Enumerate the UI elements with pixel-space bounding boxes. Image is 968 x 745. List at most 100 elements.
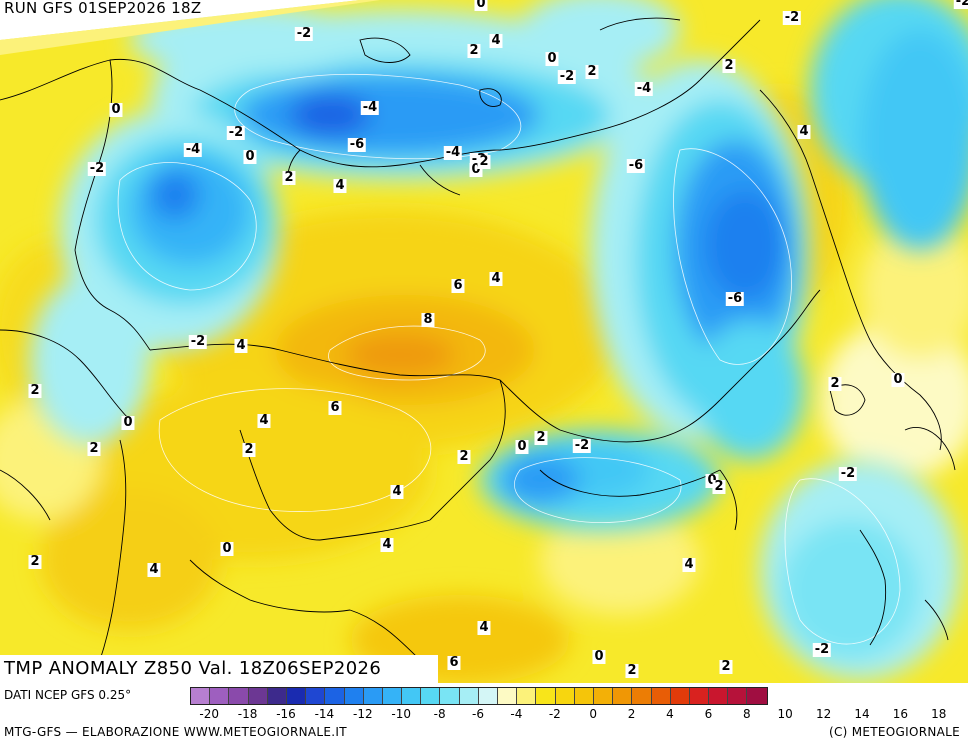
legend-swatch <box>363 688 383 704</box>
legend-swatch <box>306 688 326 704</box>
legend-tick-label: -10 <box>391 707 411 721</box>
legend-tick-label: 16 <box>892 707 909 721</box>
legend-swatch <box>478 688 498 704</box>
data-source: DATI NCEP GFS 0.25° <box>4 688 132 702</box>
contour-label: 2 <box>282 170 296 185</box>
contour-label: -4 <box>360 100 380 115</box>
legend-tick-label: 10 <box>777 707 793 721</box>
legend-tick-label: 6 <box>704 707 713 721</box>
field-title: TMP ANOMALY Z850 Val. 18Z06SEP2026 <box>0 655 438 683</box>
contour-label: 6 <box>451 278 465 293</box>
contour-label: 4 <box>682 557 696 572</box>
legend-swatch <box>267 688 287 704</box>
legend-swatch <box>593 688 614 704</box>
contour-label: -6 <box>725 291 745 306</box>
legend-swatch <box>286 688 307 704</box>
legend-swatch <box>574 688 594 704</box>
legend-swatch <box>421 688 441 704</box>
contour-label: 6 <box>328 400 342 415</box>
contour-label: 4 <box>797 124 811 139</box>
legend-tick-label: -6 <box>472 707 484 721</box>
contour-label: -4 <box>183 142 203 157</box>
contour-label: 2 <box>534 430 548 445</box>
legend-swatch <box>747 688 767 704</box>
legend-swatch <box>670 688 690 704</box>
contour-label: 2 <box>712 479 726 494</box>
legend-swatch <box>728 688 748 704</box>
contour-label: 4 <box>380 537 394 552</box>
contour-label: -2 <box>557 69 577 84</box>
contour-label: 2 <box>28 554 42 569</box>
legend-swatch <box>191 688 211 704</box>
contour-label: -2 <box>226 125 246 140</box>
credit-right: (C) METEOGIORNALE <box>828 725 960 739</box>
contour-label: 0 <box>592 649 606 664</box>
legend-tick-label: 12 <box>815 707 832 721</box>
contour-label: 2 <box>585 64 599 79</box>
contour-label: -2 <box>782 10 802 25</box>
contour-label: -2 <box>87 161 107 176</box>
contour-label: 4 <box>257 413 271 428</box>
legend-swatch <box>536 688 556 704</box>
contour-label: 0 <box>109 102 123 117</box>
contour-label: -2 <box>838 466 858 481</box>
contour-label: -2 <box>294 26 314 41</box>
contour-label: 2 <box>87 441 101 456</box>
legend-swatch <box>440 688 460 704</box>
legend-tick-label: -20 <box>199 707 219 721</box>
map-field <box>0 0 968 683</box>
legend-tick-label: 2 <box>627 707 636 721</box>
contour-label: 4 <box>390 484 404 499</box>
contour-label: 4 <box>234 338 248 353</box>
legend-swatch <box>555 688 575 704</box>
contour-label: 0 <box>243 149 257 164</box>
legend-swatch <box>325 688 345 704</box>
legend-tick-label: 0 <box>589 707 598 721</box>
legend-swatch <box>459 688 479 704</box>
legend-tick-label: 18 <box>931 707 947 721</box>
contour-label: 2 <box>477 154 491 169</box>
legend-swatch <box>229 688 249 704</box>
footer: DATI NCEP GFS 0.25° -20 -18 -16 -14 -12 -10 -8… <box>0 683 968 745</box>
credit-left: MTG-GFS — ELABORAZIONE WWW.METEOGIORNALE… <box>4 725 347 739</box>
contour-label: 2 <box>457 449 471 464</box>
contour-label: 0 <box>891 372 905 387</box>
contour-label: 2 <box>467 43 481 58</box>
contour-label: 8 <box>421 312 435 327</box>
legend-tick-label: 4 <box>666 707 674 721</box>
contour-label: -6 <box>626 158 646 173</box>
legend-tick-label: -16 <box>276 707 296 721</box>
contour-label: -2 <box>188 334 208 349</box>
contour-label: -2 <box>572 438 592 453</box>
contour-label: 2 <box>828 376 842 391</box>
legend-swatch <box>248 688 268 704</box>
contour-label: -6 <box>347 137 367 152</box>
contour-label: -4 <box>443 145 463 160</box>
contour-label: -2 <box>812 642 832 657</box>
legend-swatch <box>517 688 537 704</box>
contour-label: 2 <box>719 659 733 674</box>
legend-tick-label: -14 <box>314 707 335 721</box>
run-title: RUN GFS 01SEP2026 18Z <box>3 0 206 17</box>
contour-label: 6 <box>447 655 461 670</box>
legend-tick-label: -4 <box>510 707 523 721</box>
contour-label: 2 <box>722 58 736 73</box>
contour-label: 4 <box>477 620 491 635</box>
contour-label: 2 <box>242 442 256 457</box>
legend-tick-label: -18 <box>237 707 258 721</box>
contour-label: 4 <box>489 33 503 48</box>
color-scale-legend <box>190 687 768 705</box>
legend-swatch <box>210 688 230 704</box>
legend-tick-label: -8 <box>433 707 446 721</box>
anomaly-map: RUN GFS 01SEP2026 18Z 0 -2 4 2 0 -2 2 -4… <box>0 0 968 683</box>
contour-label: 0 <box>545 51 559 66</box>
legend-tick-label: 14 <box>854 707 870 721</box>
contour-label: -4 <box>634 81 654 96</box>
contour-label: -2 <box>953 0 968 9</box>
legend-tick-label: -2 <box>548 707 561 721</box>
contour-label: 0 <box>121 415 135 430</box>
contour-label: 0 <box>515 439 529 454</box>
contour-label: 4 <box>489 271 503 286</box>
color-scale-ticks: -20 -18 -16 -14 -12 -10 -8 -6 -4 -2 0 2 4 6 8 10 12 14 16 1… <box>190 707 968 723</box>
contour-label: 4 <box>147 562 161 577</box>
